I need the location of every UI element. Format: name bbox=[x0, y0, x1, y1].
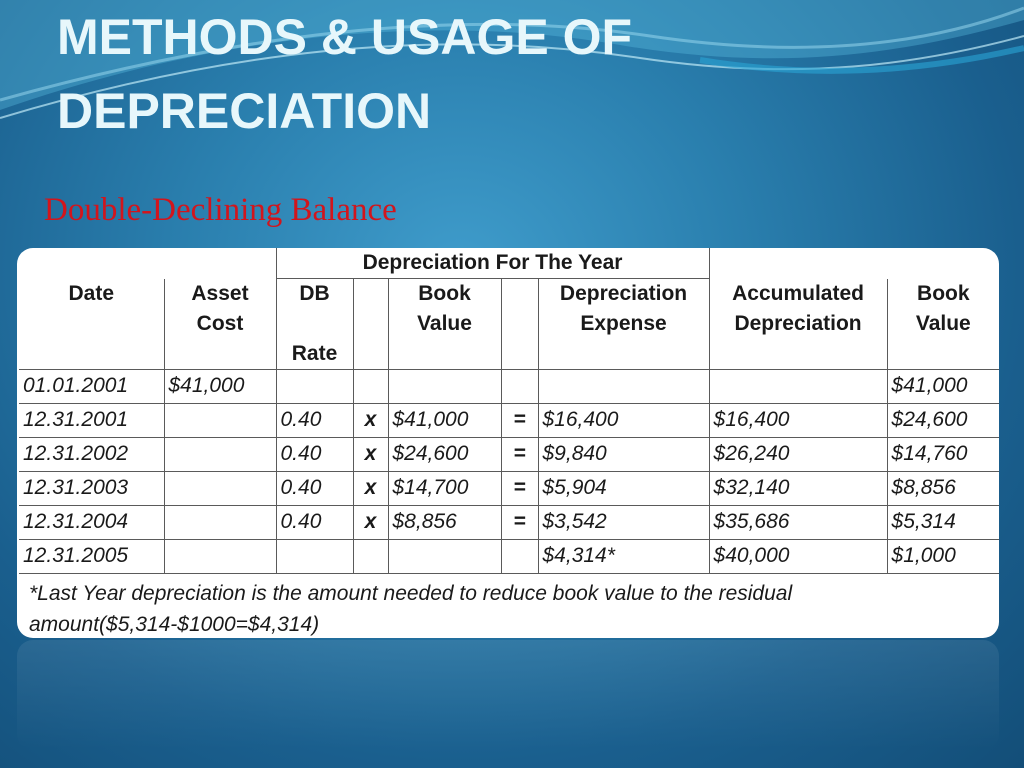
header-db-rate-line2: Rate bbox=[291, 342, 338, 365]
cell-accum: $16,400 bbox=[708, 403, 888, 438]
cell-bv: $14,700 bbox=[387, 471, 502, 506]
cell-rate bbox=[275, 369, 354, 404]
table-header-row: Date Asset Cost DB Rate Book Value Deprecia… bbox=[19, 278, 999, 370]
header-book-value-line1: Book bbox=[418, 282, 471, 305]
cell-x bbox=[352, 539, 389, 574]
cell-date: 01.01.2001 bbox=[19, 369, 165, 404]
table-row: 12.31.2005 $4,314* $40,000 $1,000 bbox=[19, 539, 999, 574]
header-dep-expense: Depreciation Expense bbox=[537, 278, 710, 370]
cell-bv: $8,856 bbox=[387, 505, 502, 540]
cell-accum bbox=[708, 369, 888, 404]
header-operator-x bbox=[352, 278, 389, 370]
cell-cost bbox=[163, 403, 277, 438]
cell-bv: $24,600 bbox=[387, 437, 502, 472]
header-accum-line1: Accumulated bbox=[732, 281, 864, 305]
cell-bv-end: $1,000 bbox=[886, 539, 999, 574]
cell-eq bbox=[500, 369, 539, 404]
header-book-value: Book Value bbox=[387, 278, 502, 370]
cell-bv bbox=[387, 369, 502, 404]
cell-accum: $26,240 bbox=[708, 437, 888, 472]
cell-accum: $40,000 bbox=[708, 539, 888, 574]
cell-rate: 0.40 bbox=[275, 437, 354, 472]
cell-expense: $16,400 bbox=[537, 403, 710, 438]
header-accum-line2: Depreciation bbox=[734, 311, 862, 335]
cell-x: x bbox=[352, 437, 389, 472]
cell-date: 12.31.2001 bbox=[19, 403, 165, 438]
cell-eq: = bbox=[500, 437, 539, 472]
cell-expense: $4,314* bbox=[537, 539, 710, 574]
header-book-value-line2: Value bbox=[417, 312, 472, 335]
table-reflection bbox=[17, 640, 999, 750]
cell-bv-end: $41,000 bbox=[886, 369, 999, 404]
header-db-rate-line1: DB bbox=[299, 282, 330, 305]
cell-expense: $3,542 bbox=[537, 505, 710, 540]
header-date-label: Date bbox=[68, 281, 115, 305]
table-row: 12.31.2004 0.40 x $8,856 = $3,542 $35,686 $5,31… bbox=[19, 505, 999, 540]
cell-expense: $9,840 bbox=[537, 437, 710, 472]
cell-expense bbox=[537, 369, 710, 404]
cell-x: x bbox=[352, 505, 389, 540]
table-row: 12.31.2002 0.40 x $24,600 = $9,840 $26,240 $14,… bbox=[19, 437, 999, 472]
cell-bv-end: $5,314 bbox=[886, 505, 999, 540]
group-header-spacer-right bbox=[708, 248, 999, 279]
cell-accum: $32,140 bbox=[708, 471, 888, 506]
cell-rate: 0.40 bbox=[275, 505, 354, 540]
header-operator-eq bbox=[500, 278, 539, 370]
cell-rate bbox=[275, 539, 354, 574]
cell-rate: 0.40 bbox=[275, 403, 354, 438]
depreciation-table: Depreciation For The Year Date Asset Cost… bbox=[19, 248, 999, 574]
table-row: 01.01.2001 $41,000 $41,000 bbox=[19, 369, 999, 404]
footnote-line-2: amount($5,314-$1000=$4,314) bbox=[29, 613, 320, 636]
cell-cost bbox=[163, 539, 277, 574]
header-date: Date bbox=[19, 278, 165, 370]
header-bv-end-line1: Book bbox=[917, 281, 970, 305]
cell-bv: $41,000 bbox=[387, 403, 502, 438]
decorative-wave bbox=[0, 0, 1024, 119]
group-header: Depreciation For The Year bbox=[275, 248, 710, 279]
table-row: 12.31.2003 0.40 x $14,700 = $5,904 $32,140 $8,8… bbox=[19, 471, 999, 506]
header-bv-end-line2: Value bbox=[915, 311, 971, 335]
slide-subtitle: Double-Declining Balance bbox=[44, 192, 397, 228]
cell-date: 12.31.2004 bbox=[19, 505, 165, 540]
cell-bv-end: $14,760 bbox=[886, 437, 999, 472]
cell-bv bbox=[387, 539, 502, 574]
cell-cost: $41,000 bbox=[163, 369, 277, 404]
table-group-header-row: Depreciation For The Year bbox=[19, 248, 999, 279]
title-line-2: DEPRECIATION bbox=[57, 83, 432, 139]
header-dep-expense-line1: Depreciation bbox=[559, 282, 688, 305]
title-line-1: METHODS & USAGE OF bbox=[57, 9, 633, 65]
cell-accum: $35,686 bbox=[708, 505, 888, 540]
cell-cost bbox=[163, 471, 277, 506]
cell-x bbox=[352, 369, 389, 404]
header-asset-cost: Asset Cost bbox=[163, 278, 277, 370]
cell-expense: $5,904 bbox=[537, 471, 710, 506]
header-asset-cost-line1: Asset bbox=[191, 281, 249, 305]
cell-bv-end: $24,600 bbox=[886, 403, 999, 438]
slide-title: METHODS & USAGE OF DEPRECIATION bbox=[57, 0, 632, 148]
cell-eq: = bbox=[500, 471, 539, 506]
cell-x: x bbox=[352, 471, 389, 506]
cell-cost bbox=[163, 437, 277, 472]
cell-rate: 0.40 bbox=[275, 471, 354, 506]
cell-date: 12.31.2002 bbox=[19, 437, 165, 472]
table-row: 12.31.2001 0.40 x $41,000 = $16,400 $16,400 $24… bbox=[19, 403, 999, 438]
depreciation-table-card: Depreciation For The Year Date Asset Cost… bbox=[17, 248, 999, 638]
footnote: *Last Year depreciation is the amount ne… bbox=[29, 578, 989, 638]
header-dep-expense-line2: Expense bbox=[580, 312, 667, 335]
group-header-spacer bbox=[19, 248, 277, 279]
cell-eq bbox=[500, 539, 539, 574]
footnote-line-1: *Last Year depreciation is the amount ne… bbox=[29, 582, 793, 605]
header-book-value-end: Book Value bbox=[886, 278, 999, 370]
header-asset-cost-line2: Cost bbox=[196, 311, 244, 335]
cell-date: 12.31.2003 bbox=[19, 471, 165, 506]
cell-date: 12.31.2005 bbox=[19, 539, 165, 574]
cell-x: x bbox=[352, 403, 389, 438]
cell-bv-end: $8,856 bbox=[886, 471, 999, 506]
cell-cost bbox=[163, 505, 277, 540]
cell-eq: = bbox=[500, 403, 539, 438]
header-accumulated-dep: Accumulated Depreciation bbox=[708, 278, 888, 370]
header-db-rate: DB Rate bbox=[275, 278, 354, 370]
cell-eq: = bbox=[500, 505, 539, 540]
